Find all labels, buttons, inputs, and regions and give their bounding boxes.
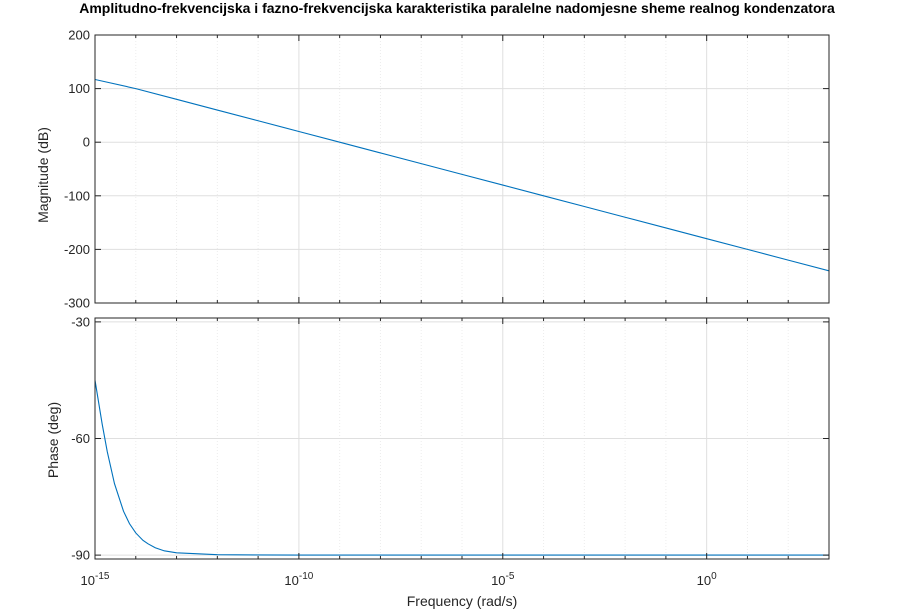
magnitude-grid (94, 34, 830, 304)
figure-title: Amplitudno-frekvencijska i fazno-frekven… (79, 0, 835, 16)
phase-y-tick-label: -90 (71, 548, 90, 563)
phase-y-ticks: -30 -60 -90 (71, 314, 90, 562)
magnitude-series-line (95, 78, 829, 272)
magnitude-y-tick-label: 100 (68, 81, 90, 96)
magnitude-axes-frame (94, 34, 830, 304)
x-axis-label: Frequency (rad/s) (407, 593, 517, 609)
magnitude-plot: 200 100 0 -100 -200 -300 (64, 28, 830, 311)
magnitude-y-ticks: 200 100 0 -100 -200 -300 (64, 28, 90, 311)
phase-y-label: Phase (deg) (45, 402, 61, 478)
magnitude-y-label: Magnitude (dB) (35, 127, 51, 223)
phase-curve (95, 380, 829, 556)
magnitude-curve (95, 78, 829, 272)
phase-y-tick-label: -30 (71, 314, 90, 329)
magnitude-y-tick-label: -200 (64, 242, 90, 257)
magnitude-y-tick-label: -300 (64, 296, 90, 311)
magnitude-axes-box (94, 34, 830, 304)
magnitude-plot-area (95, 35, 829, 303)
x-tick-label: 100 (697, 571, 717, 588)
phase-series-line (95, 380, 829, 556)
phase-y-tick-label: -60 (71, 431, 90, 446)
phase-axes-frame (94, 317, 830, 560)
phase-axes-box (94, 317, 830, 560)
x-tick-label: 10-5 (491, 571, 515, 588)
x-tick-label: 10-15 (81, 571, 110, 588)
phase-grid (94, 318, 830, 559)
magnitude-y-tick-label: 0 (83, 135, 90, 150)
magnitude-y-tick-label: -100 (64, 188, 90, 203)
x-tick-labels: 10-15 10-10 10-5 100 (81, 571, 718, 588)
x-tick-label: 10-10 (284, 571, 313, 588)
magnitude-y-tick-label: 200 (68, 28, 90, 43)
phase-plot: -30 -60 -90 (71, 314, 830, 563)
